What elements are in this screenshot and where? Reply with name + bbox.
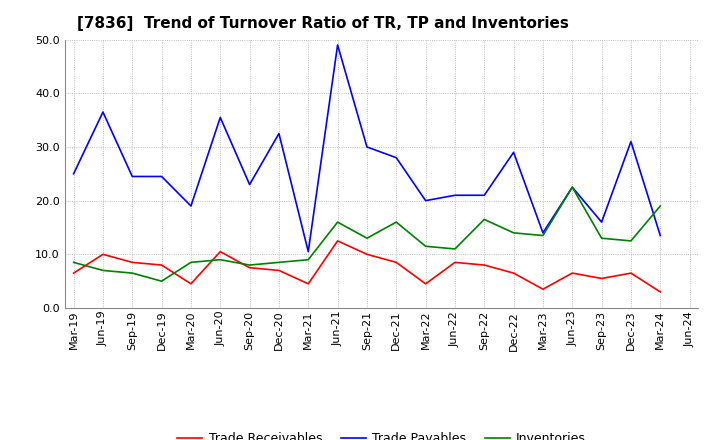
Trade Payables xyxy=(333,42,342,48)
Trade Payables xyxy=(480,193,489,198)
Line: Inventories: Inventories xyxy=(73,187,660,281)
Inventories xyxy=(421,244,430,249)
Inventories xyxy=(656,203,665,209)
Trade Payables xyxy=(157,174,166,179)
Trade Receivables xyxy=(186,281,195,286)
Inventories xyxy=(509,230,518,235)
Trade Receivables xyxy=(656,289,665,294)
Trade Payables xyxy=(363,144,372,150)
Line: Trade Payables: Trade Payables xyxy=(73,45,660,252)
Inventories xyxy=(216,257,225,262)
Trade Receivables xyxy=(421,281,430,286)
Inventories xyxy=(246,262,254,268)
Inventories xyxy=(626,238,635,244)
Trade Receivables xyxy=(451,260,459,265)
Trade Receivables xyxy=(274,268,283,273)
Trade Payables xyxy=(304,249,312,254)
Trade Receivables xyxy=(392,260,400,265)
Trade Payables xyxy=(246,182,254,187)
Trade Receivables xyxy=(216,249,225,254)
Trade Payables xyxy=(421,198,430,203)
Inventories xyxy=(539,233,547,238)
Trade Payables xyxy=(69,171,78,176)
Text: [7836]  Trend of Turnover Ratio of TR, TP and Inventories: [7836] Trend of Turnover Ratio of TR, TP… xyxy=(78,16,570,32)
Trade Receivables xyxy=(598,276,606,281)
Inventories xyxy=(274,260,283,265)
Trade Payables xyxy=(128,174,137,179)
Trade Payables xyxy=(509,150,518,155)
Inventories xyxy=(157,279,166,284)
Inventories xyxy=(598,235,606,241)
Trade Payables xyxy=(539,230,547,235)
Legend: Trade Receivables, Trade Payables, Inventories: Trade Receivables, Trade Payables, Inven… xyxy=(172,427,591,440)
Trade Receivables xyxy=(128,260,137,265)
Inventories xyxy=(392,220,400,225)
Trade Payables xyxy=(186,203,195,209)
Trade Payables xyxy=(598,220,606,225)
Inventories xyxy=(69,260,78,265)
Trade Payables xyxy=(274,131,283,136)
Line: Trade Receivables: Trade Receivables xyxy=(73,241,660,292)
Inventories xyxy=(186,260,195,265)
Trade Payables xyxy=(216,115,225,120)
Trade Receivables xyxy=(99,252,107,257)
Inventories xyxy=(128,271,137,276)
Inventories xyxy=(333,220,342,225)
Trade Receivables xyxy=(157,262,166,268)
Inventories xyxy=(363,235,372,241)
Inventories xyxy=(480,217,489,222)
Trade Receivables xyxy=(304,281,312,286)
Trade Receivables xyxy=(363,252,372,257)
Trade Payables xyxy=(392,155,400,160)
Inventories xyxy=(99,268,107,273)
Inventories xyxy=(568,185,577,190)
Trade Payables xyxy=(99,110,107,115)
Trade Receivables xyxy=(69,271,78,276)
Trade Receivables xyxy=(626,271,635,276)
Trade Receivables xyxy=(509,271,518,276)
Trade Receivables xyxy=(333,238,342,244)
Trade Payables xyxy=(626,139,635,144)
Trade Payables xyxy=(656,233,665,238)
Inventories xyxy=(304,257,312,262)
Trade Payables xyxy=(451,193,459,198)
Trade Receivables xyxy=(568,271,577,276)
Trade Payables xyxy=(568,185,577,190)
Inventories xyxy=(451,246,459,252)
Trade Receivables xyxy=(246,265,254,270)
Trade Receivables xyxy=(539,286,547,292)
Trade Receivables xyxy=(480,262,489,268)
